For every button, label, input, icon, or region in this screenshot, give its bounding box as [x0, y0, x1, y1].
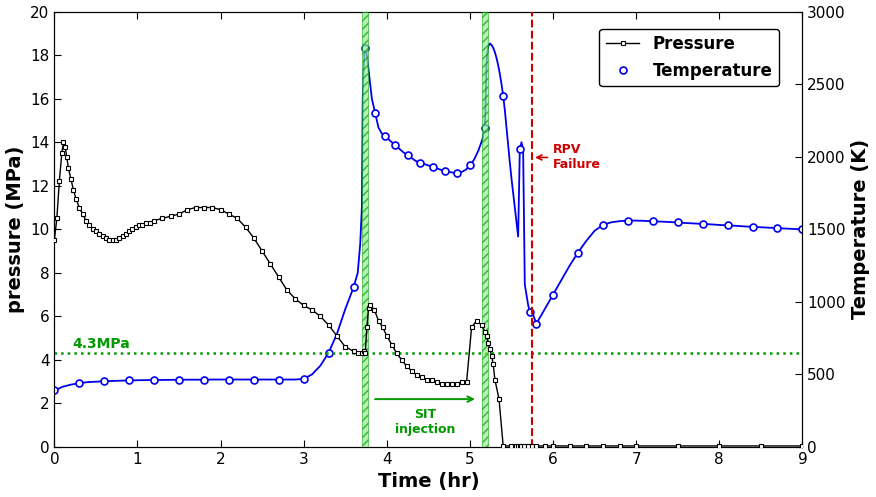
Temperature: [427, 164, 438, 170]
Temperature: [697, 221, 708, 227]
X-axis label: Time (hr): Time (hr): [378, 473, 479, 492]
Temperature: [415, 160, 426, 166]
Temperature: [452, 169, 463, 175]
Y-axis label: Temperature (K): Temperature (K): [851, 139, 871, 320]
Temperature: [597, 222, 608, 228]
Temperature: [349, 284, 359, 290]
Temperature: [514, 147, 525, 153]
Temperature: [623, 218, 633, 224]
Text: SIT
injection: SIT injection: [395, 408, 456, 436]
Legend: Pressure, Temperature: Pressure, Temperature: [599, 29, 779, 86]
Temperature: [440, 168, 450, 174]
Temperature: [525, 309, 535, 315]
Text: 4.3MPa: 4.3MPa: [73, 337, 131, 351]
Temperature: [531, 321, 541, 327]
Temperature: [797, 226, 808, 232]
Temperature: [498, 93, 508, 99]
Temperature: [249, 377, 259, 383]
Temperature: [360, 45, 371, 51]
Temperature: [99, 378, 110, 384]
Temperature: [149, 377, 159, 383]
Temperature: [480, 125, 491, 131]
Temperature: [548, 292, 558, 298]
Pressure: [315, 314, 326, 320]
Temperature: [402, 152, 413, 158]
Temperature: [199, 377, 209, 383]
Line: Pressure: Pressure: [52, 140, 805, 448]
Temperature: [464, 163, 475, 168]
Temperature: [390, 142, 400, 148]
Temperature: [323, 350, 334, 356]
Temperature: [747, 224, 758, 230]
Temperature: [380, 133, 391, 139]
Temperature: [723, 222, 733, 228]
Pressure: [121, 231, 131, 237]
Bar: [482, 11, 488, 447]
Pressure: [597, 443, 608, 449]
Temperature: [773, 225, 783, 231]
Line: Temperature: Temperature: [51, 44, 806, 394]
Temperature: [223, 377, 234, 383]
Temperature: [74, 380, 85, 386]
Temperature: [49, 388, 60, 394]
Y-axis label: pressure (MPa): pressure (MPa): [5, 146, 25, 313]
Temperature: [273, 377, 284, 383]
Temperature: [173, 377, 184, 383]
Text: RPV
Failure: RPV Failure: [537, 144, 601, 171]
Pressure: [145, 220, 155, 226]
Temperature: [673, 220, 683, 226]
Temperature: [647, 218, 658, 224]
Pressure: [498, 443, 508, 449]
Temperature: [370, 110, 380, 116]
Temperature: [299, 376, 309, 382]
Temperature: [124, 377, 134, 383]
Pressure: [49, 237, 60, 243]
Bar: [363, 11, 368, 447]
Pressure: [797, 443, 808, 449]
Pressure: [114, 235, 124, 241]
Pressure: [131, 224, 141, 230]
Temperature: [573, 249, 583, 255]
Pressure: [58, 139, 68, 145]
